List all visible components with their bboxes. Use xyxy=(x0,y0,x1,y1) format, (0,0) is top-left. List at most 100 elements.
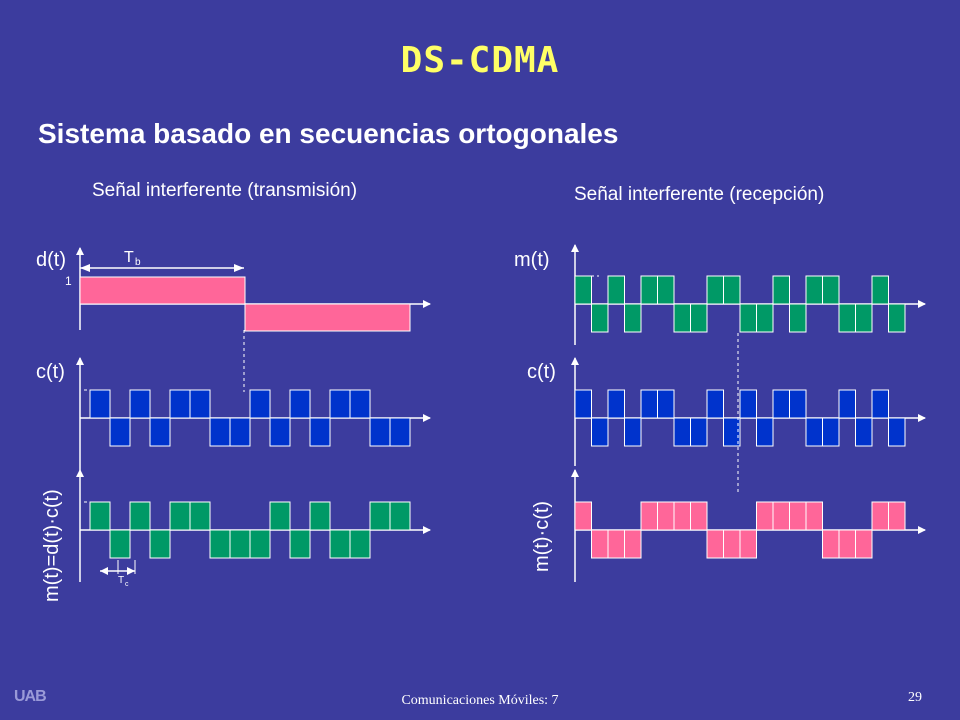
left-section-heading: Señal interferente (transmisión) xyxy=(92,180,358,201)
m-right-chip xyxy=(855,303,873,333)
m-left-chip xyxy=(269,501,291,531)
mc-right-signal xyxy=(574,501,906,559)
slide-title: DS-CDMA xyxy=(400,40,560,81)
m-right-chip xyxy=(756,303,774,333)
c-right-chip xyxy=(723,417,741,447)
c-right-chip xyxy=(888,417,906,447)
m-left-chip xyxy=(189,501,211,531)
c-left-chip xyxy=(169,389,191,419)
mc-right-chip xyxy=(723,529,741,559)
tc-dimension: T c xyxy=(100,560,136,588)
m-left-chip xyxy=(349,529,371,559)
m-left-chip xyxy=(329,529,351,559)
c-right-chip xyxy=(838,389,856,419)
mc-right-chip xyxy=(838,529,856,559)
tb-label: T xyxy=(124,249,134,266)
m-left-chip xyxy=(369,501,391,531)
c-left-chip xyxy=(329,389,351,419)
c-right-chip xyxy=(640,389,658,419)
c-right-chip xyxy=(822,417,840,447)
c-left-chip xyxy=(109,417,131,447)
c-right-chip xyxy=(574,389,592,419)
mc-right-chip xyxy=(591,529,609,559)
m-right-chip xyxy=(574,275,592,305)
c-right-chip xyxy=(673,417,691,447)
d-axis-label: d(t) xyxy=(36,249,66,271)
mc-right-chip xyxy=(855,529,873,559)
tc-subscript: c xyxy=(125,581,129,588)
m-left-chip xyxy=(169,501,191,531)
m-right-chip xyxy=(640,275,658,305)
d-signal xyxy=(79,276,411,332)
m-right-chip xyxy=(673,303,691,333)
mc-right-chip xyxy=(574,501,592,531)
c-right-chip xyxy=(871,389,889,419)
mc-right-chip xyxy=(607,529,625,559)
slide-subtitle: Sistema basado en secuencias ortogonales xyxy=(38,118,619,149)
c-right-chip xyxy=(772,389,790,419)
m-right-signal xyxy=(574,275,906,333)
m-right-chip xyxy=(690,303,708,333)
level-one-label: 1 xyxy=(65,274,72,288)
c-left-axis-label: c(t) xyxy=(36,361,65,383)
c-right-chip xyxy=(789,389,807,419)
page-number: 29 xyxy=(908,690,922,705)
m-right-axis-label: m(t) xyxy=(514,249,550,271)
c-left-chip xyxy=(349,389,371,419)
right-section-heading: Señal interferente (recepción) xyxy=(574,184,825,205)
m-right-chip xyxy=(739,303,757,333)
tb-subscript: b xyxy=(135,257,141,268)
m-right-chip xyxy=(772,275,790,305)
c-left-chip xyxy=(149,417,171,447)
mc-right-chip xyxy=(706,529,724,559)
m-left-chip xyxy=(149,529,171,559)
mc-right-axis-label: m(t)·c(t) xyxy=(531,501,553,572)
m-right-chip xyxy=(706,275,724,305)
m-left-chip xyxy=(389,501,411,531)
d-bit-chip xyxy=(244,303,411,332)
m-right-chip xyxy=(723,275,741,305)
c-right-chip xyxy=(624,417,642,447)
c-right-chip xyxy=(756,417,774,447)
m-left-chip xyxy=(129,501,151,531)
c-left-chip xyxy=(189,389,211,419)
m-right-chip xyxy=(624,303,642,333)
c-right-chip xyxy=(706,389,724,419)
m-left-chip xyxy=(229,529,251,559)
m-right-chip xyxy=(789,303,807,333)
footer-text: Comunicaciones Móviles: 7 xyxy=(401,693,559,708)
mc-right-chip xyxy=(822,529,840,559)
c-right-chip xyxy=(657,389,675,419)
c-left-signal xyxy=(89,389,411,447)
mc-right-chip xyxy=(673,501,691,531)
mc-right-chip xyxy=(772,501,790,531)
c-left-chip xyxy=(369,417,391,447)
c-left-chip xyxy=(89,389,111,419)
m-left-chip xyxy=(209,529,231,559)
m-left-axis-label: m(t)=d(t)·c(t) xyxy=(41,489,63,602)
mc-right-chip xyxy=(805,501,823,531)
c-left-chip xyxy=(209,417,231,447)
c-left-chip xyxy=(129,389,151,419)
c-right-chip xyxy=(607,389,625,419)
m-left-chip xyxy=(89,501,111,531)
m-right-chip xyxy=(607,275,625,305)
m-right-chip xyxy=(805,275,823,305)
c-left-chip xyxy=(269,417,291,447)
m-right-chip xyxy=(822,275,840,305)
m-right-chip xyxy=(838,303,856,333)
m-left-signal xyxy=(89,501,411,559)
c-right-axis-label: c(t) xyxy=(527,361,556,383)
c-left-chip xyxy=(309,417,331,447)
c-right-chip xyxy=(591,417,609,447)
mc-right-chip xyxy=(756,501,774,531)
tc-label: T xyxy=(118,575,124,586)
c-right-chip xyxy=(690,417,708,447)
c-right-chip xyxy=(805,417,823,447)
mc-right-chip xyxy=(657,501,675,531)
c-right-signal xyxy=(574,389,906,447)
uab-logo: UAB xyxy=(14,688,47,705)
m-right-chip xyxy=(657,275,675,305)
m-left-chip xyxy=(109,529,131,559)
c-right-chip xyxy=(855,417,873,447)
